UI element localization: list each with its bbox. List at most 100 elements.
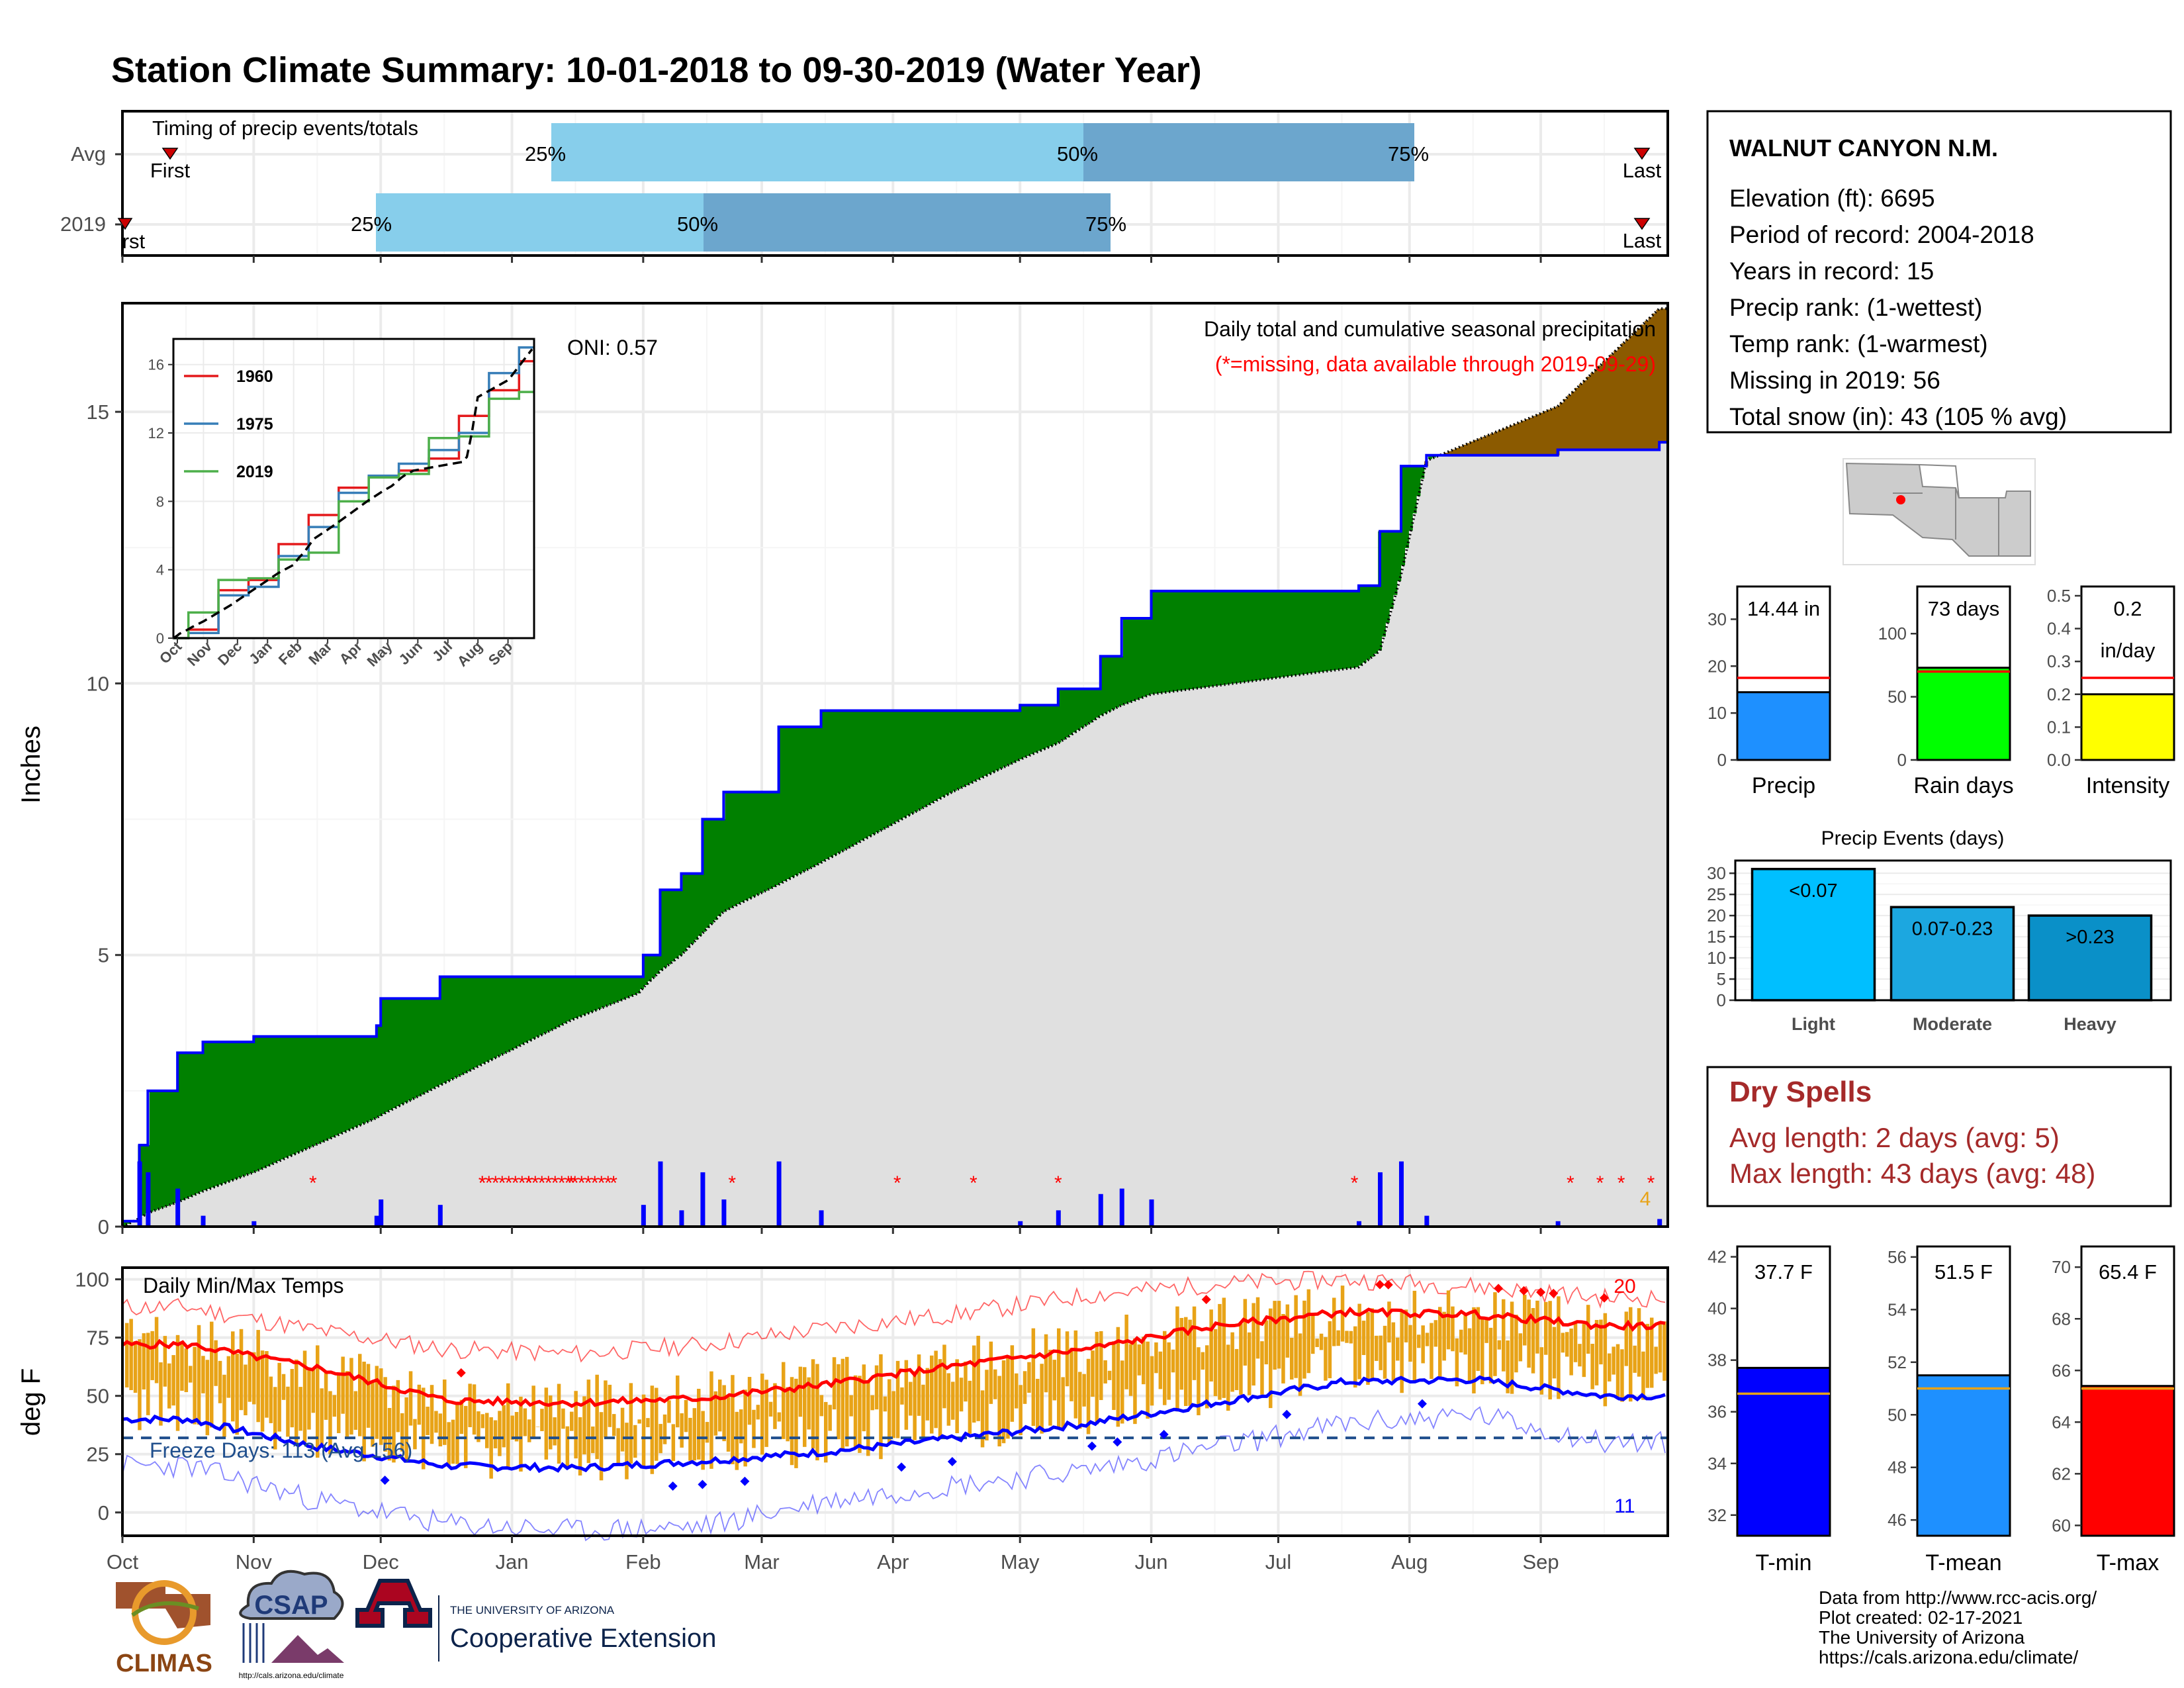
missing-marker: * <box>893 1172 901 1194</box>
daily-temp-bar <box>1243 1299 1248 1366</box>
daily-temp-bar <box>900 1387 904 1405</box>
station-info-line: Missing in 2019: 56 <box>1729 367 1940 394</box>
month-label: Jul <box>1265 1550 1292 1573</box>
daily-temp-bar <box>985 1370 989 1441</box>
missing-marker: * <box>1567 1172 1574 1194</box>
events-bar-label: 0.07-0.23 <box>1912 918 1993 939</box>
mini-ytick-label: 50 <box>1888 687 1907 707</box>
mini-ytick-label: 30 <box>1707 609 1727 629</box>
missing-marker: * <box>728 1172 736 1194</box>
temp-heading: Daily Min/Max Temps <box>143 1274 343 1297</box>
daily-temp-bar <box>489 1417 493 1479</box>
daily-temp-bar <box>1557 1296 1561 1399</box>
temp-ytick-label: 36 <box>1707 1402 1727 1422</box>
timing-row-2019: 2019 <box>60 212 106 236</box>
daily-temp-bar <box>1137 1344 1142 1376</box>
daily-temp-bar <box>1400 1311 1404 1393</box>
daily-temp-bar <box>1488 1327 1493 1383</box>
record-low-marker <box>380 1476 390 1485</box>
daily-temp-bar <box>625 1423 629 1479</box>
daily-temp-bar <box>1031 1328 1036 1427</box>
missing-marker: * <box>558 1172 566 1194</box>
missing-marker: * <box>551 1172 559 1194</box>
daily-temp-bar <box>1383 1325 1387 1379</box>
daily-temp-bar <box>472 1384 477 1435</box>
daily-precip-bar <box>251 1221 257 1227</box>
daily-temp-bar <box>218 1360 222 1403</box>
daily-temp-bar <box>244 1364 248 1415</box>
daily-temp-bar <box>1142 1336 1146 1385</box>
temp-ytick-label: 0 <box>98 1501 109 1524</box>
temp-ytick-label: 32 <box>1707 1505 1727 1525</box>
temp-panel: deg F Daily Min/Max Temps Freeze Days: 1… <box>17 1266 1669 1573</box>
temp-ytick-label: 50 <box>1888 1405 1907 1425</box>
temp-ytick-label: 66 <box>2052 1360 2071 1380</box>
daily-temp-bar <box>650 1385 655 1474</box>
daily-temp-bar <box>1523 1294 1527 1346</box>
events-ytick-label: 30 <box>1707 863 1726 883</box>
daily-temp-bar <box>1421 1325 1425 1364</box>
daily-temp-bar <box>480 1414 485 1429</box>
footer-line: Plot created: 02-17-2021 <box>1819 1607 2023 1628</box>
daily-temp-bar <box>1569 1328 1573 1376</box>
avg-first-marker <box>161 148 179 160</box>
station-name: WALNUT CANYON N.M. <box>1729 134 1998 162</box>
events-ytick-label: 0 <box>1717 990 1726 1010</box>
daily-temp-bar <box>1213 1329 1218 1397</box>
daily-temp-bar <box>1116 1327 1120 1427</box>
daily-temp-bar <box>180 1342 184 1391</box>
y2019-q50-q75-bar <box>704 193 1111 252</box>
missing-marker: * <box>1054 1172 1062 1194</box>
daily-temp-bar <box>709 1371 713 1469</box>
precip-ytick-label: 5 <box>98 944 109 967</box>
timing-frame <box>121 110 1669 257</box>
daily-temp-bar <box>1167 1342 1171 1400</box>
daily-temp-bar <box>1091 1350 1095 1397</box>
daily-temp-bar <box>171 1355 175 1406</box>
dry-spells-avg: Avg length: 2 days (avg: 5) <box>1729 1122 2060 1153</box>
daily-temp-bar <box>252 1352 256 1405</box>
y2019-last-marker <box>1633 218 1651 230</box>
avg-q75-label: 75% <box>1388 142 1429 165</box>
daily-temp-bar <box>1192 1306 1197 1380</box>
daily-temp-bar <box>1277 1301 1281 1369</box>
events-category-label: Moderate <box>1913 1014 1992 1034</box>
mini-bar-value-text: 14.44 in <box>1747 597 1820 620</box>
daily-temp-bar <box>1527 1299 1531 1368</box>
inset-legend-label: 1960 <box>236 367 273 386</box>
daily-temp-bar <box>1404 1309 1408 1342</box>
daily-temp-bar <box>1311 1313 1315 1354</box>
station-info-line: Precip rank: (1-wettest) <box>1729 294 1982 321</box>
daily-precip-bar <box>679 1210 684 1227</box>
daily-temp-bar <box>629 1383 633 1464</box>
daily-temp-bar <box>1442 1311 1446 1361</box>
daily-temp-bar <box>595 1374 599 1460</box>
record-low-marker <box>1417 1399 1427 1409</box>
daily-temp-bar <box>1281 1314 1285 1383</box>
daily-temp-bar <box>824 1401 828 1463</box>
daily-temp-bar <box>841 1358 845 1452</box>
daily-temp-bar <box>1531 1308 1535 1374</box>
missing-marker: * <box>1596 1172 1604 1194</box>
daily-temp-bar <box>803 1367 807 1447</box>
inset-legend-label: 1975 <box>236 415 273 434</box>
missing-marker: * <box>591 1172 599 1194</box>
daily-temp-bar <box>1273 1301 1277 1370</box>
mini-ytick-label: 0.1 <box>2047 717 2071 737</box>
missing-marker: * <box>518 1172 526 1194</box>
mini-bar-label: Intensity <box>2086 773 2170 798</box>
daily-temp-bar <box>1128 1344 1133 1396</box>
daily-temp-bar <box>502 1405 506 1448</box>
daily-temp-bar <box>1472 1307 1476 1393</box>
daily-temp-bar <box>302 1350 307 1442</box>
daily-temp-bar <box>1154 1342 1158 1374</box>
daily-temp-bar <box>1361 1321 1366 1356</box>
daily-temp-bar <box>1641 1351 1645 1400</box>
daily-temp-bar <box>1188 1319 1192 1406</box>
daily-temp-bar <box>1467 1328 1472 1382</box>
daily-temp-bar <box>1044 1334 1048 1393</box>
record-high-marker <box>1375 1280 1385 1289</box>
temp-bar-label: T-min <box>1756 1550 1812 1575</box>
daily-temp-bar <box>1019 1385 1023 1436</box>
footer-line: https://cals.arizona.edu/climate/ <box>1819 1647 2078 1667</box>
